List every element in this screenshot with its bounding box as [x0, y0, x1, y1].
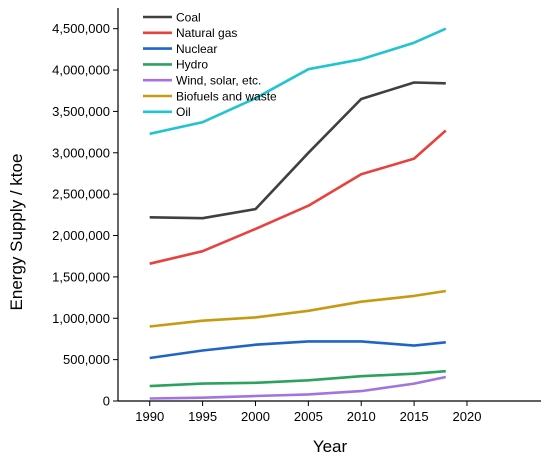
y-tick-label: 4,500,000 [52, 21, 110, 36]
legend-label-natural-gas: Natural gas [176, 26, 237, 40]
x-tick-label: 2005 [294, 409, 323, 424]
series-line-natural-gas [149, 129, 447, 265]
series-line-coal [149, 81, 446, 220]
y-tick-label: 2,000,000 [52, 228, 110, 243]
axis-ticks: 1990 1995 2000 2005 2010 2015 2020 0 500,000 1,00… [52, 21, 481, 424]
y-tick-label: 0 [103, 394, 110, 409]
y-axis-title: Energy Supply / ktoe [7, 154, 26, 311]
x-tick-label: 2000 [241, 409, 270, 424]
y-tick-label: 4,000,000 [52, 63, 110, 78]
series-line-wind-solar-etc [149, 375, 447, 400]
legend-label-coal: Coal [176, 10, 201, 24]
series-line-oil [149, 27, 447, 136]
y-tick-label: 3,000,000 [52, 145, 110, 160]
x-tick-label: 2015 [400, 409, 429, 424]
plot-area [117, 8, 541, 402]
legend-label-biofuels-and-waste: Biofuels and waste [176, 89, 277, 103]
legend-label-nuclear: Nuclear [176, 42, 217, 56]
series-line-hydro [149, 369, 446, 388]
series-line-biofuels-and-waste [149, 289, 446, 328]
legend-label-wind-solar-etc: Wind, solar, etc. [176, 74, 261, 88]
legend: Coal Natural gas Nuclear Hydro Wind, solar, … [143, 10, 277, 119]
legend-label-oil: Oil [176, 105, 191, 119]
y-tick-label: 2,500,000 [52, 187, 110, 202]
x-tick-label: 1995 [188, 409, 217, 424]
series-lines [149, 27, 447, 400]
x-tick-label: 1990 [135, 409, 164, 424]
y-tick-label: 1,000,000 [52, 311, 110, 326]
y-tick-label: 500,000 [63, 352, 110, 367]
x-axis-title: Year [313, 437, 348, 456]
x-tick-label: 2010 [347, 409, 376, 424]
x-tick-label: 2020 [453, 409, 482, 424]
y-tick-label: 3,500,000 [52, 104, 110, 119]
legend-label-hydro: Hydro [176, 58, 208, 72]
y-tick-label: 1,500,000 [52, 269, 110, 284]
series-line-nuclear [149, 340, 446, 360]
